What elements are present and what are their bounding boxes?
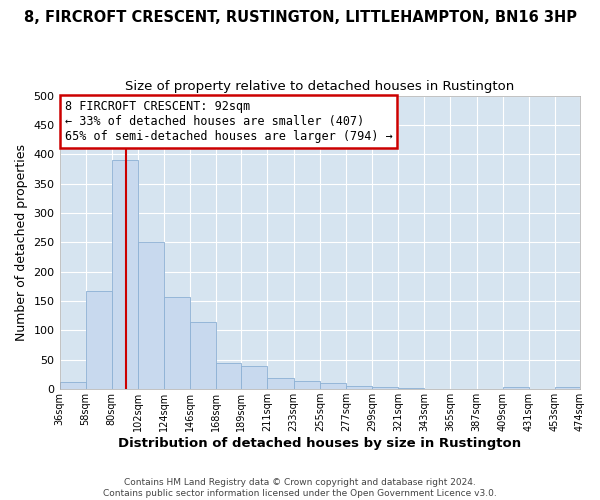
Bar — [112, 160, 138, 389]
Bar — [372, 387, 398, 389]
Bar — [138, 242, 164, 389]
Bar — [164, 297, 190, 389]
Bar — [268, 378, 293, 389]
Bar — [424, 388, 451, 389]
X-axis label: Distribution of detached houses by size in Rustington: Distribution of detached houses by size … — [118, 437, 521, 450]
Bar — [217, 364, 241, 389]
Text: Contains HM Land Registry data © Crown copyright and database right 2024.
Contai: Contains HM Land Registry data © Crown c… — [103, 478, 497, 498]
Bar — [555, 388, 580, 389]
Text: 8 FIRCROFT CRESCENT: 92sqm
← 33% of detached houses are smaller (407)
65% of sem: 8 FIRCROFT CRESCENT: 92sqm ← 33% of deta… — [65, 100, 392, 143]
Bar — [398, 388, 424, 389]
Y-axis label: Number of detached properties: Number of detached properties — [15, 144, 28, 341]
Title: Size of property relative to detached houses in Rustington: Size of property relative to detached ho… — [125, 80, 514, 93]
Bar — [241, 366, 268, 389]
Text: 8, FIRCROFT CRESCENT, RUSTINGTON, LITTLEHAMPTON, BN16 3HP: 8, FIRCROFT CRESCENT, RUSTINGTON, LITTLE… — [23, 10, 577, 25]
Bar — [503, 387, 529, 389]
Bar — [86, 291, 112, 389]
Bar — [190, 322, 217, 389]
Bar — [320, 384, 346, 389]
Bar — [346, 386, 372, 389]
Bar — [293, 381, 320, 389]
Bar — [59, 382, 86, 389]
